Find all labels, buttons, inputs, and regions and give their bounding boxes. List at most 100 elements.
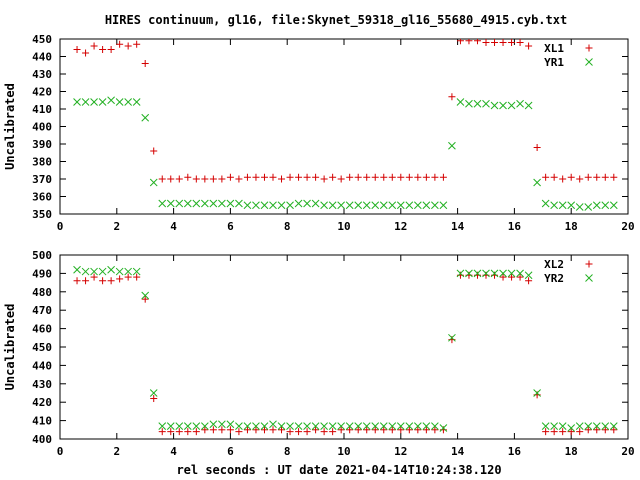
y-axis-label: Uncalibrated [3, 304, 17, 391]
data-point [422, 173, 430, 181]
legend-label: XL2 [544, 258, 564, 271]
data-point [413, 422, 422, 430]
y-tick-label: 400 [32, 121, 52, 134]
data-point [115, 98, 124, 106]
data-point [90, 267, 98, 276]
legend-label: YR1 [544, 56, 564, 69]
data-point [107, 277, 115, 285]
data-point [192, 428, 200, 436]
data-point [541, 199, 550, 208]
data-point [312, 426, 320, 434]
data-point [405, 422, 414, 430]
data-point [337, 426, 345, 434]
data-point [166, 422, 175, 430]
data-point [490, 269, 499, 278]
data-point [439, 201, 448, 210]
data-point [363, 426, 371, 434]
data-point [149, 389, 158, 397]
y-tick-label: 350 [32, 208, 52, 221]
x-tick-label: 16 [508, 220, 522, 233]
data-point [269, 420, 277, 429]
data-point [576, 175, 584, 183]
data-point [422, 426, 430, 434]
data-point [141, 295, 149, 303]
data-point [499, 39, 507, 46]
chart-title: HIRES continuum, gl16, file:Skynet_59318… [105, 13, 567, 28]
data-point [192, 175, 200, 183]
series-xl1 [73, 39, 618, 183]
y-tick-label: 450 [32, 341, 52, 354]
legend-marker [585, 260, 593, 268]
data-point [465, 99, 473, 108]
data-point [98, 267, 107, 276]
y-tick-label: 450 [32, 33, 52, 46]
data-point [507, 269, 516, 278]
data-point [465, 39, 473, 45]
y-tick-label: 490 [32, 267, 52, 280]
data-point [396, 201, 405, 210]
data-point [558, 201, 567, 210]
data-point [593, 173, 601, 181]
data-point [183, 199, 192, 208]
data-point [158, 422, 167, 430]
bottom-panel: 0 2 4 6 8 10 12 14 16 18 20 400 410 420 430 440 450 460 47… [3, 249, 635, 458]
data-point [584, 203, 593, 211]
data-point [141, 113, 150, 122]
data-point [226, 173, 234, 181]
data-point [550, 422, 559, 430]
data-point [260, 201, 269, 210]
data-point [260, 173, 268, 181]
data-point [235, 422, 243, 430]
data-point [158, 199, 167, 208]
data-point [99, 46, 107, 53]
data-point [116, 275, 124, 283]
y-axis-label: Uncalibrated [3, 83, 17, 170]
x-tick-label: 14 [451, 220, 465, 233]
data-point [269, 173, 277, 181]
data-point [295, 428, 303, 436]
data-point [354, 201, 363, 210]
y-tick-label: 370 [32, 173, 52, 186]
data-point [525, 277, 533, 285]
data-point [473, 269, 482, 278]
data-point [192, 199, 201, 208]
data-point [422, 201, 431, 210]
data-point [209, 199, 218, 208]
data-point [260, 422, 269, 430]
data-point [346, 173, 354, 181]
data-point [499, 269, 507, 278]
data-point [175, 422, 184, 430]
data-point [269, 426, 277, 434]
data-point [491, 39, 499, 46]
data-point [329, 173, 337, 181]
data-point [567, 201, 576, 210]
data-point [303, 428, 311, 436]
data-point [397, 426, 405, 434]
data-point [397, 173, 405, 181]
data-point [312, 173, 320, 181]
data-point [388, 201, 397, 210]
legend-label: YR2 [544, 272, 564, 285]
data-point [337, 175, 345, 183]
data-point [431, 173, 439, 181]
data-point [473, 99, 482, 108]
data-point [354, 422, 363, 430]
data-point [388, 422, 397, 430]
data-point [73, 277, 81, 285]
data-point [345, 422, 354, 430]
data-point [405, 173, 413, 181]
data-point [371, 422, 380, 430]
data-point [278, 175, 286, 183]
data-point [559, 175, 567, 183]
data-point [243, 201, 252, 210]
x-tick-label: 20 [621, 220, 634, 233]
data-point [567, 428, 575, 436]
data-point [167, 175, 175, 183]
series-xl2 [73, 271, 618, 436]
data-point [295, 173, 303, 181]
data-point [158, 428, 166, 436]
data-point [235, 428, 243, 436]
data-point [150, 395, 158, 403]
data-point [371, 201, 380, 210]
y-tick-label: 380 [32, 156, 52, 169]
